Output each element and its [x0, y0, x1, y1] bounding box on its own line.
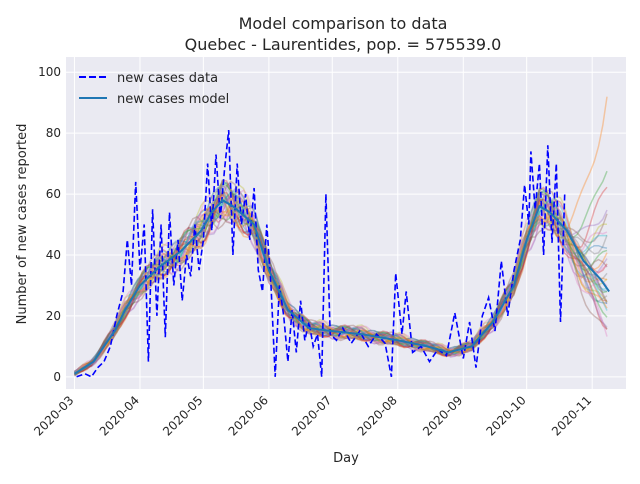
series-line-data [76, 130, 566, 378]
model-ensemble-line [73, 204, 608, 375]
y-axis: 0 20 40 60 80 100 [38, 65, 61, 384]
y-tick-label: 20 [46, 309, 61, 323]
model-ensemble-line [73, 195, 608, 373]
model-ensemble-line [73, 186, 608, 373]
model-ensemble-line [74, 188, 608, 373]
model-ensemble-line [73, 199, 608, 375]
y-tick-label: 100 [38, 65, 61, 79]
model-ensemble-line [73, 203, 608, 375]
y-tick-label: 0 [53, 370, 61, 384]
chart-title: Model comparison to data [239, 14, 448, 33]
model-ensemble-line [73, 189, 608, 375]
model-ensemble-line [73, 205, 608, 375]
model-ensemble-line [74, 196, 608, 376]
y-tick-label: 40 [46, 248, 61, 262]
legend: new cases data new cases model [79, 71, 229, 107]
legend-label-model: new cases model [117, 92, 229, 107]
legend-label-data: new cases data [117, 71, 218, 86]
series-line-model [73, 198, 610, 375]
series-layer [73, 130, 610, 378]
model-ensemble-line [74, 193, 608, 373]
model-ensemble-line [74, 187, 608, 373]
y-axis-label: Number of new cases reported [15, 124, 30, 325]
model-ensemble-line [74, 197, 608, 376]
chart-subtitle: Quebec - Laurentides, pop. = 575539.0 [185, 35, 502, 54]
y-tick-label: 60 [46, 187, 61, 201]
x-axis-label: Day [333, 451, 359, 466]
model-ensemble-line [74, 170, 608, 373]
grid [66, 57, 626, 389]
y-tick-label: 80 [46, 126, 61, 140]
